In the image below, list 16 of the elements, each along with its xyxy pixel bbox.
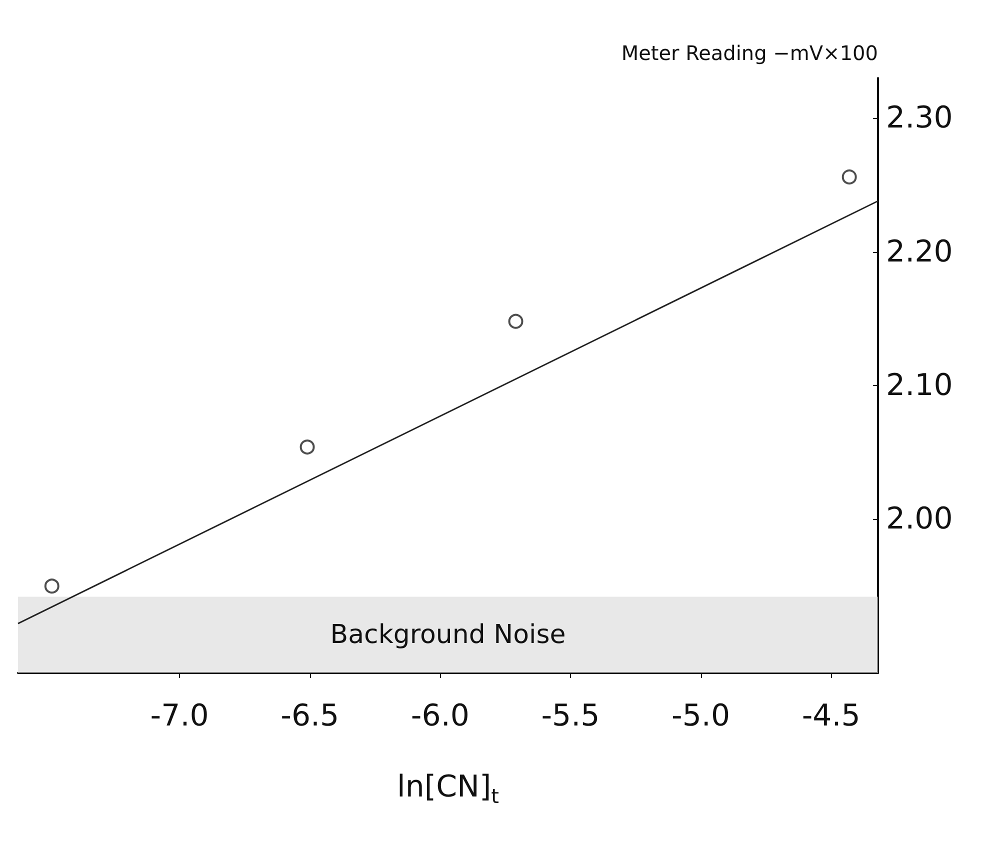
point: [44, 578, 60, 594]
point: [508, 314, 524, 329]
y-tick-label: 2.20: [886, 234, 953, 270]
point: [300, 440, 315, 455]
y-tick-label: 2.00: [886, 502, 953, 537]
x-tick-label: -6.0: [410, 698, 470, 734]
x-tick-label: -5.0: [672, 698, 730, 734]
band-label: Background Noise: [330, 620, 566, 650]
x-tick-label: -6.5: [280, 698, 340, 734]
y-tick-label: 2.30: [886, 100, 953, 136]
y-tick-label: 2.10: [886, 368, 953, 404]
x-tick-label: -7.0: [150, 698, 209, 734]
x-tick-label: -5.5: [541, 698, 600, 734]
point: [842, 169, 857, 184]
y-axis-title: Meter Reading −mV×100: [621, 41, 878, 65]
x-tick-label: -4.5: [802, 698, 860, 734]
